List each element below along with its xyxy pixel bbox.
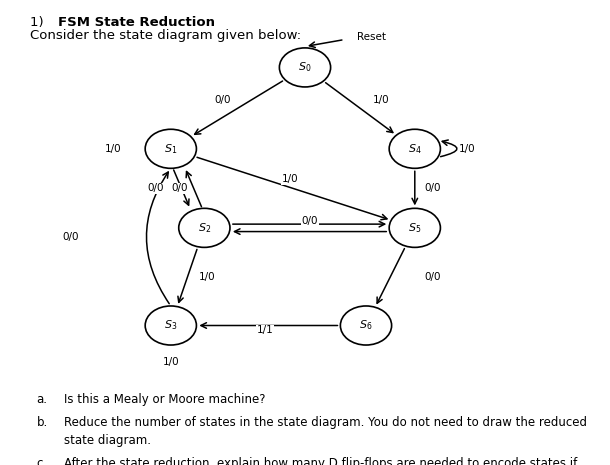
Text: 1/0: 1/0 (104, 144, 121, 154)
Text: 0/0: 0/0 (147, 183, 164, 193)
Text: $S_3$: $S_3$ (164, 319, 178, 332)
Text: 1): 1) (30, 16, 52, 29)
Text: 0/0: 0/0 (214, 95, 231, 105)
Text: 0/0: 0/0 (171, 183, 188, 193)
Text: $S_0$: $S_0$ (298, 60, 312, 74)
Circle shape (145, 306, 196, 345)
Text: 1/1: 1/1 (257, 325, 274, 335)
Circle shape (179, 208, 230, 247)
Text: state diagram.: state diagram. (64, 434, 151, 447)
Text: 0/0: 0/0 (425, 272, 442, 282)
Text: $S_6$: $S_6$ (359, 319, 373, 332)
Text: Consider the state diagram given below:: Consider the state diagram given below: (30, 29, 301, 42)
Circle shape (145, 129, 196, 168)
Text: $S_1$: $S_1$ (164, 142, 178, 156)
Text: 1/0: 1/0 (162, 357, 179, 367)
Text: 0/0: 0/0 (62, 232, 79, 242)
Text: Reset: Reset (357, 32, 386, 42)
Circle shape (279, 48, 331, 87)
Text: 0/0: 0/0 (425, 183, 442, 193)
Text: 1/0: 1/0 (373, 95, 390, 105)
Circle shape (389, 208, 440, 247)
Text: 1/0: 1/0 (199, 272, 216, 282)
Text: FSM State Reduction: FSM State Reduction (58, 16, 215, 29)
Text: After the state reduction, explain how many D flip-flops are needed to encode st: After the state reduction, explain how m… (64, 457, 577, 465)
Text: b.: b. (37, 416, 48, 429)
Text: $S_5$: $S_5$ (408, 221, 422, 235)
Text: 0/0: 0/0 (301, 216, 318, 226)
Text: c.: c. (37, 457, 47, 465)
Text: $S_4$: $S_4$ (408, 142, 422, 156)
Text: 1/0: 1/0 (458, 144, 475, 154)
Text: a.: a. (37, 393, 48, 406)
Text: $S_2$: $S_2$ (198, 221, 211, 235)
Circle shape (389, 129, 440, 168)
Text: Is this a Mealy or Moore machine?: Is this a Mealy or Moore machine? (64, 393, 265, 406)
Text: 1/0: 1/0 (281, 174, 298, 184)
Circle shape (340, 306, 392, 345)
Text: Reduce the number of states in the state diagram. You do not need to draw the re: Reduce the number of states in the state… (64, 416, 587, 429)
